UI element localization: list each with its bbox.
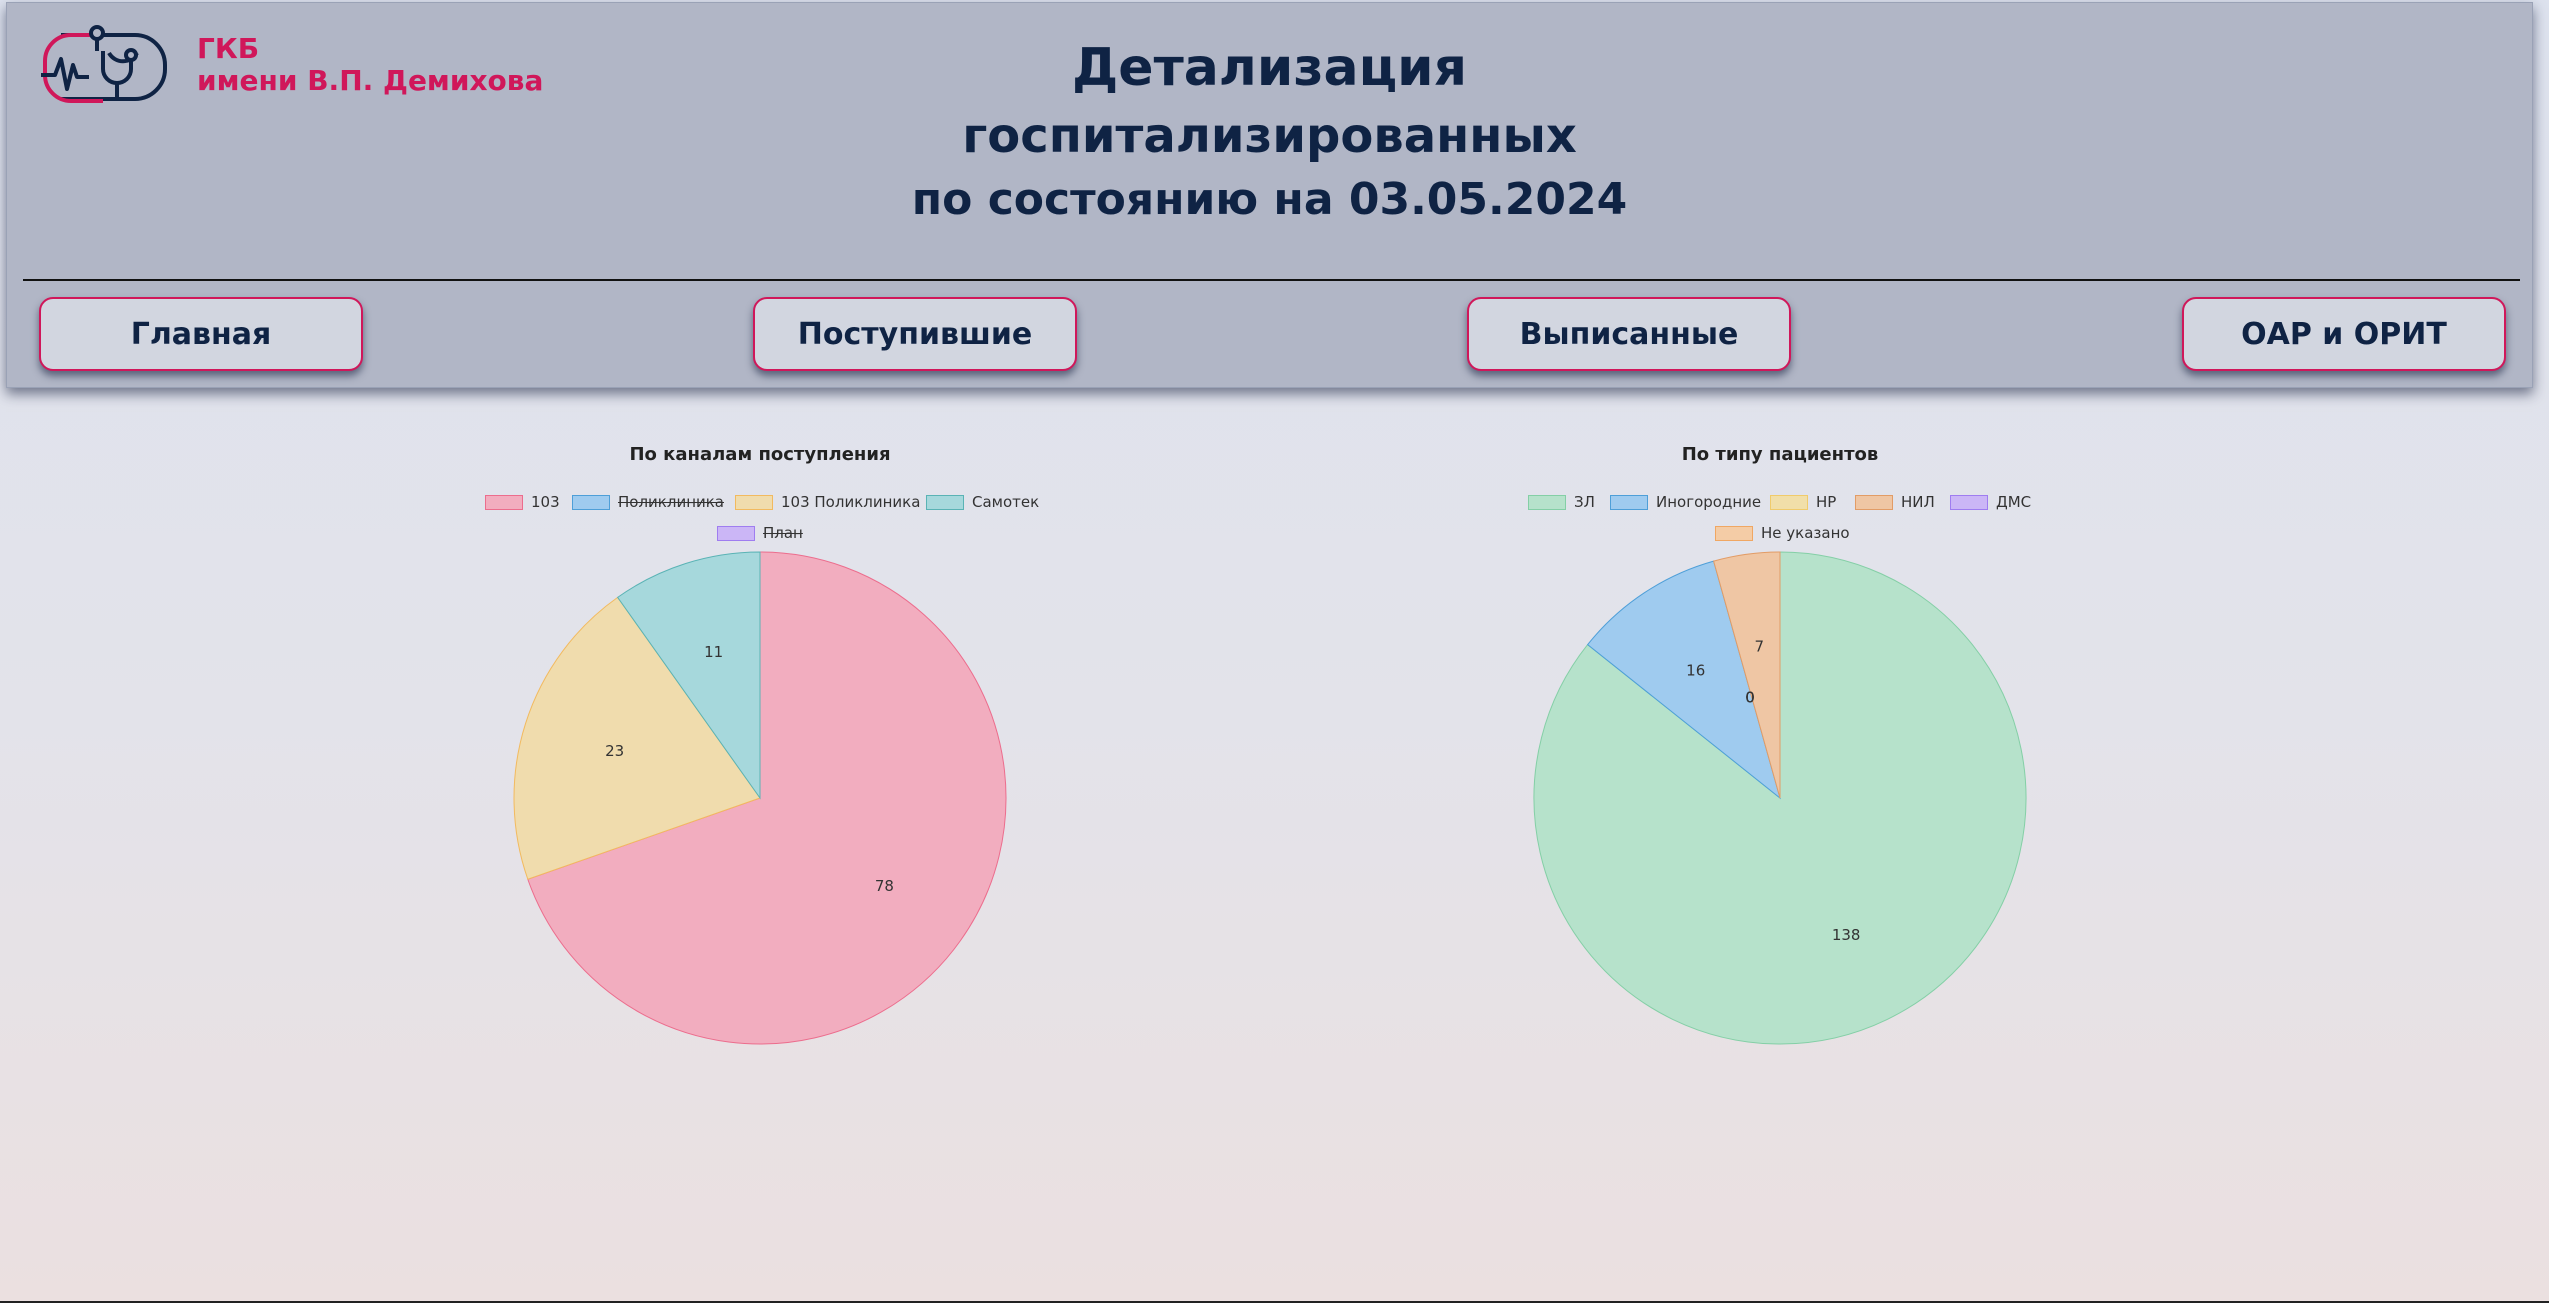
- heartbeat-stethoscope-icon: [41, 25, 167, 103]
- page-title-line1: Детализация: [1071, 38, 1467, 98]
- nav-admitted-button[interactable]: Поступившие: [753, 297, 1077, 371]
- legend-swatch: [735, 494, 773, 510]
- chart2-title: По типу пациентов: [1681, 444, 1879, 465]
- nav-icu-button[interactable]: ОАР и ОРИТ: [2182, 297, 2506, 371]
- legend-item[interactable]: НР: [1770, 493, 1836, 511]
- legend-item[interactable]: 103 Поликлиника: [735, 493, 920, 511]
- pie-slice[interactable]: [1713, 551, 1781, 799]
- legend-label: Поликлиника: [618, 493, 724, 511]
- pie-data-label: 0: [1745, 689, 1755, 707]
- chart1-title: По каналам поступления: [629, 444, 891, 465]
- chart1-pie: 78 23 11: [513, 551, 1007, 1045]
- legend-label: ЗЛ: [1574, 493, 1595, 511]
- legend-label: НИЛ: [1901, 493, 1935, 511]
- legend-swatch: [1855, 494, 1893, 510]
- page-title-line2: госпитализированных: [962, 108, 1577, 164]
- legend-swatch: [572, 494, 610, 510]
- legend-item[interactable]: Самотек: [926, 493, 1039, 511]
- header: ГКБ имени В.П. Демихова Детализация госп…: [6, 2, 2533, 388]
- pie-slice[interactable]: [513, 596, 761, 880]
- pie-data-label: 11: [704, 643, 723, 661]
- legend-label: Самотек: [972, 493, 1040, 511]
- pie-data-label: 7: [1754, 637, 1764, 655]
- legend-swatch: [1610, 494, 1648, 510]
- nav-discharged-button[interactable]: Выписанные: [1467, 297, 1791, 371]
- legend-item[interactable]: НИЛ: [1855, 493, 1935, 511]
- nav-home-button[interactable]: Главная: [39, 297, 363, 371]
- pie-data-label: 78: [875, 877, 894, 895]
- legend-label: 103 Поликлиника: [781, 493, 921, 511]
- legend-swatch: [1950, 494, 1988, 510]
- legend-item[interactable]: ЗЛ: [1528, 493, 1595, 511]
- org-line1: ГКБ: [197, 32, 260, 65]
- legend-item[interactable]: ДМС: [1950, 493, 2031, 511]
- legend-swatch: [485, 494, 523, 510]
- pie-data-label: 138: [1832, 926, 1861, 944]
- legend-item[interactable]: План: [717, 524, 803, 542]
- legend-label: План: [763, 524, 803, 542]
- legend-label: ДМС: [1996, 493, 2032, 511]
- legend-swatch: [1715, 525, 1753, 541]
- org-line2: имени В.П. Демихова: [197, 64, 544, 97]
- legend-item[interactable]: 103: [485, 493, 560, 511]
- legend-item[interactable]: Поликлиника: [572, 493, 724, 511]
- legend-label: Иногородние: [1656, 493, 1762, 511]
- legend-label: 103: [531, 493, 560, 511]
- pie-data-label: 16: [1686, 661, 1705, 679]
- legend-swatch: [1528, 494, 1566, 510]
- page-title-line3: по состоянию на 03.05.2024: [911, 174, 1628, 225]
- legend-swatch: [717, 525, 755, 541]
- pie-data-label: 0: [1745, 689, 1755, 707]
- legend-label: НР: [1816, 493, 1837, 511]
- bottom-border: [0, 1301, 2549, 1303]
- pie-slice[interactable]: [527, 551, 1007, 1045]
- pie-slice[interactable]: [616, 551, 761, 800]
- legend-swatch: [1770, 494, 1808, 510]
- pie-data-label: 0: [1745, 689, 1755, 707]
- header-divider: [23, 279, 2520, 281]
- legend-item[interactable]: Не указано: [1715, 524, 1850, 542]
- legend-item[interactable]: Иногородние: [1610, 493, 1761, 511]
- pie-slice[interactable]: [1586, 560, 1781, 800]
- legend-swatch: [926, 494, 964, 510]
- legend-label: Не указано: [1761, 524, 1850, 542]
- org-name: ГКБ имени В.П. Демихова: [197, 33, 543, 97]
- pie-data-label: 23: [605, 742, 624, 760]
